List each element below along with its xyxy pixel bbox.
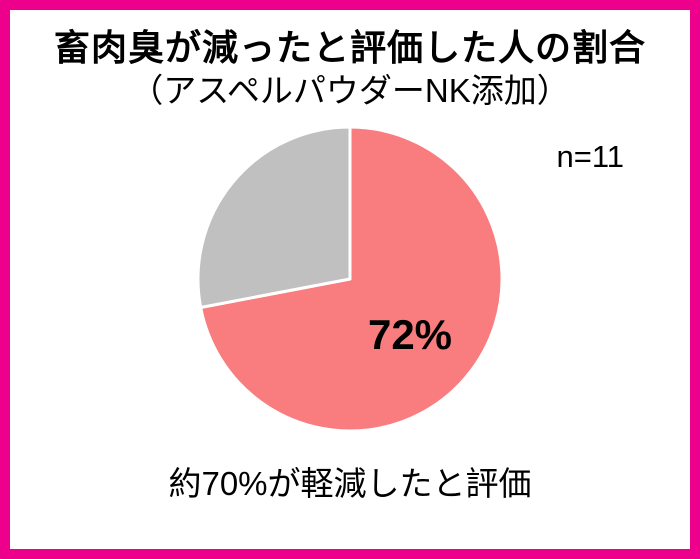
pie-chart-area: n=11 72% — [10, 117, 690, 449]
pie-percentage-label: 72% — [367, 310, 453, 358]
bottom-caption: 約70%が軽減したと評価 — [168, 464, 532, 502]
pie-chart — [196, 125, 504, 433]
chart-subtitle: （アスペルパウダーNK添加） — [130, 72, 570, 110]
sample-size-label: n=11 — [556, 138, 624, 174]
chart-title: 畜肉臭が減ったと評価した人の割合 — [53, 27, 646, 68]
pie-slice — [196, 125, 352, 309]
